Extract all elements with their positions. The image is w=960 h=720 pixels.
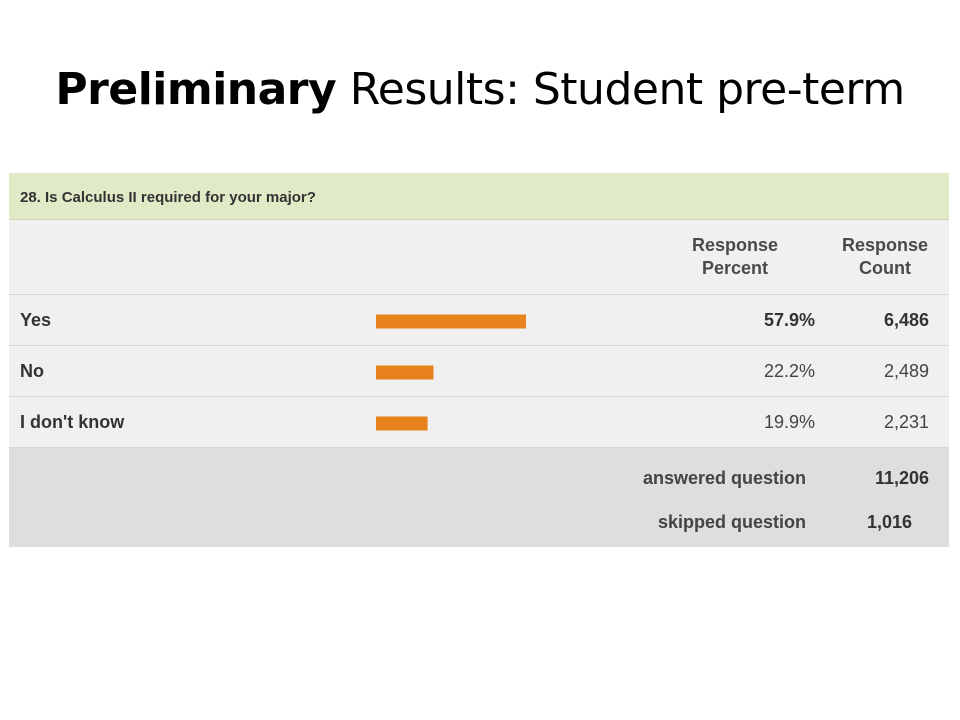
response-percent: 57.9% [763, 310, 815, 330]
response-count: 2,231 [883, 412, 929, 432]
response-count: 2,489 [883, 361, 929, 381]
response-count-header-line2: Count [859, 258, 911, 278]
answered-question-label: answered question [642, 468, 806, 488]
response-percent: 22.2% [763, 361, 815, 381]
response-count-header: Response Count [821, 234, 949, 280]
bar-chart [376, 314, 526, 431]
column-header-row: Response Percent Response Count [9, 220, 949, 295]
slide-title: Preliminary Results: Student pre-term [0, 64, 960, 115]
answer-label: Yes [20, 310, 52, 330]
response-percent-header-line2: Percent [701, 258, 769, 278]
answer-row-yes: Yes 57.9% 6,486 [9, 295, 949, 346]
response-percent: 19.9% [763, 412, 815, 432]
survey-results-table: 28. Is Calculus II required for your maj… [9, 173, 949, 547]
skipped-question-value: 1,016 [866, 512, 912, 532]
answer-row-no: No 22.2% 2,489 [9, 346, 949, 397]
question-header: 28. Is Calculus II required for your maj… [9, 173, 949, 220]
answered-question-value: 11,206 [874, 468, 929, 488]
answer-row-dont-know: I don't know 19.9% 2,231 [9, 397, 949, 448]
bar-yes [376, 314, 526, 329]
answer-label: I don't know [20, 412, 125, 432]
bar-i-don-t-know [376, 416, 428, 431]
summary-footer: answered question 11,206 skipped questio… [9, 448, 949, 547]
response-count: 6,486 [883, 310, 929, 330]
response-percent-header-line1: Response [691, 235, 779, 255]
skipped-question-label: skipped question [657, 512, 806, 532]
answer-label: No [20, 361, 44, 381]
bar-no [376, 365, 434, 380]
response-count-header-line1: Response [841, 235, 929, 255]
slide-title-rest: Results: Student pre-term [349, 64, 905, 115]
slide-title-bold: Preliminary [55, 64, 337, 115]
response-percent-header: Response Percent [659, 234, 811, 280]
question-text: 28. Is Calculus II required for your maj… [20, 189, 316, 206]
